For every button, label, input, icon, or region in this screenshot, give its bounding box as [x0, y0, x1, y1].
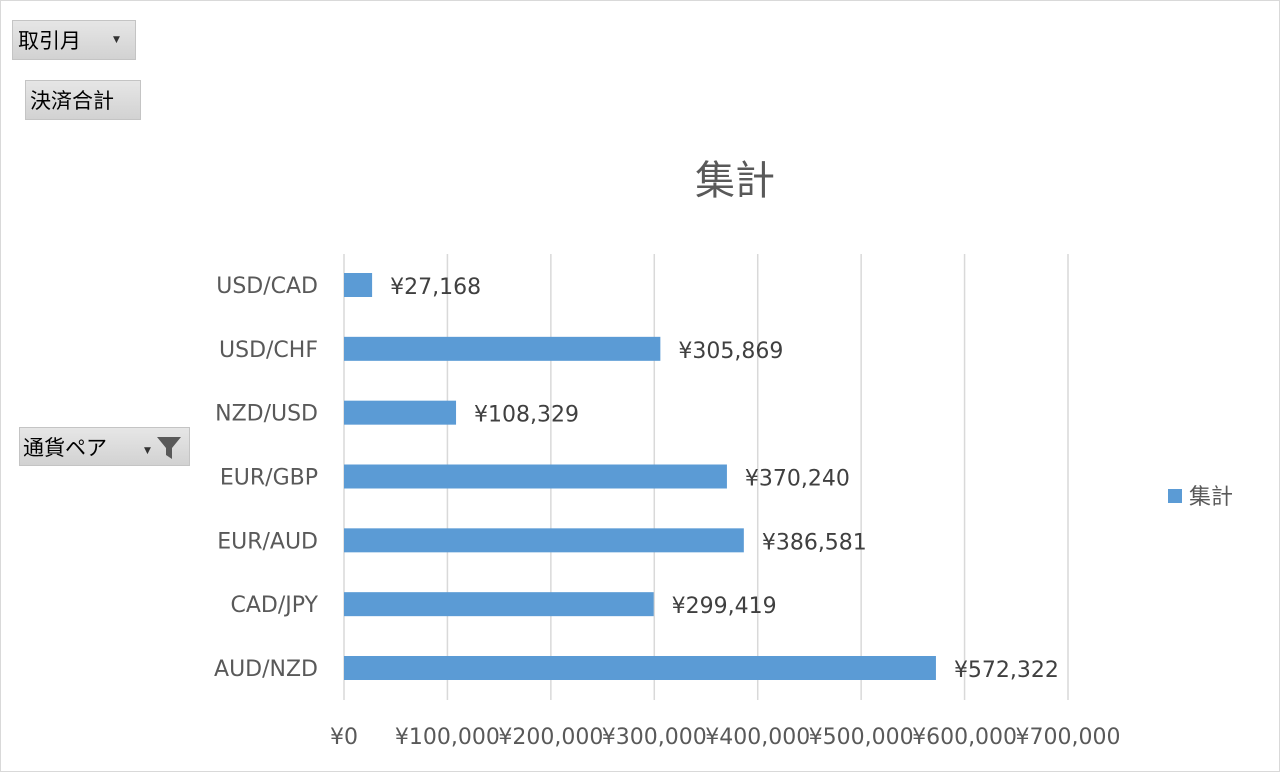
x-tick-label: ¥700,000	[1016, 725, 1121, 750]
category-label: CAD/JPY	[231, 593, 319, 618]
bar	[344, 528, 744, 553]
pair-field-button[interactable]: 通貨ペア ▼	[19, 427, 190, 466]
data-label: ¥27,168	[390, 275, 481, 300]
legend-label: 集計	[1189, 485, 1233, 510]
pair-field-label: 通貨ペア	[23, 435, 107, 460]
category-label: AUD/NZD	[214, 657, 318, 682]
bar	[344, 400, 457, 425]
sum-field-label: 決済合計	[30, 89, 114, 113]
data-label: ¥299,419	[672, 594, 777, 619]
category-label: USD/CAD	[216, 274, 318, 299]
sum-field-button[interactable]: 決済合計	[25, 80, 141, 120]
bar	[344, 464, 727, 489]
legend-swatch	[1168, 489, 1182, 503]
category-label: EUR/AUD	[217, 529, 318, 554]
x-tick-labels: ¥0 ¥100,000¥200,000¥300,000¥400,000¥500,0…	[330, 725, 1120, 750]
category-label: EUR/GBP	[220, 466, 318, 491]
category-label: NZD/USD	[215, 402, 318, 427]
dropdown-arrow-icon[interactable]: ▼	[144, 446, 151, 456]
x-tick-label: ¥0	[330, 725, 358, 750]
data-label: ¥108,329	[474, 403, 579, 428]
category-labels: USD/CAD USD/CHF NZD/USD EUR/GBP EUR/AUD CAD/J…	[214, 274, 319, 682]
bar	[344, 592, 654, 617]
data-label: ¥370,240	[745, 467, 850, 492]
x-tick-label: ¥300,000	[602, 725, 707, 750]
chart-title: 集計	[695, 158, 775, 204]
month-field-label: 取引月	[18, 29, 81, 53]
x-tick-label: ¥600,000	[912, 725, 1017, 750]
data-label: ¥386,581	[762, 530, 867, 555]
bar	[344, 336, 661, 361]
bar	[344, 656, 936, 680]
bar	[344, 273, 373, 297]
x-tick-label: ¥200,000	[498, 725, 603, 750]
data-label: ¥305,869	[678, 339, 783, 364]
data-label: ¥572,322	[954, 658, 1059, 683]
month-field-button[interactable]: 取引月 ▼	[12, 20, 136, 60]
bars	[344, 273, 936, 680]
x-tick-label: ¥100,000	[395, 725, 500, 750]
dropdown-arrow-icon[interactable]: ▼	[113, 35, 120, 45]
category-label: USD/CHF	[219, 338, 318, 363]
data-labels: ¥27,168 ¥305,869 ¥108,329 ¥370,240 ¥386,581 ¥…	[390, 275, 1059, 683]
x-tick-label: ¥500,000	[809, 725, 914, 750]
x-tick-label: ¥400,000	[705, 725, 810, 750]
filter-icon[interactable]	[154, 432, 184, 462]
